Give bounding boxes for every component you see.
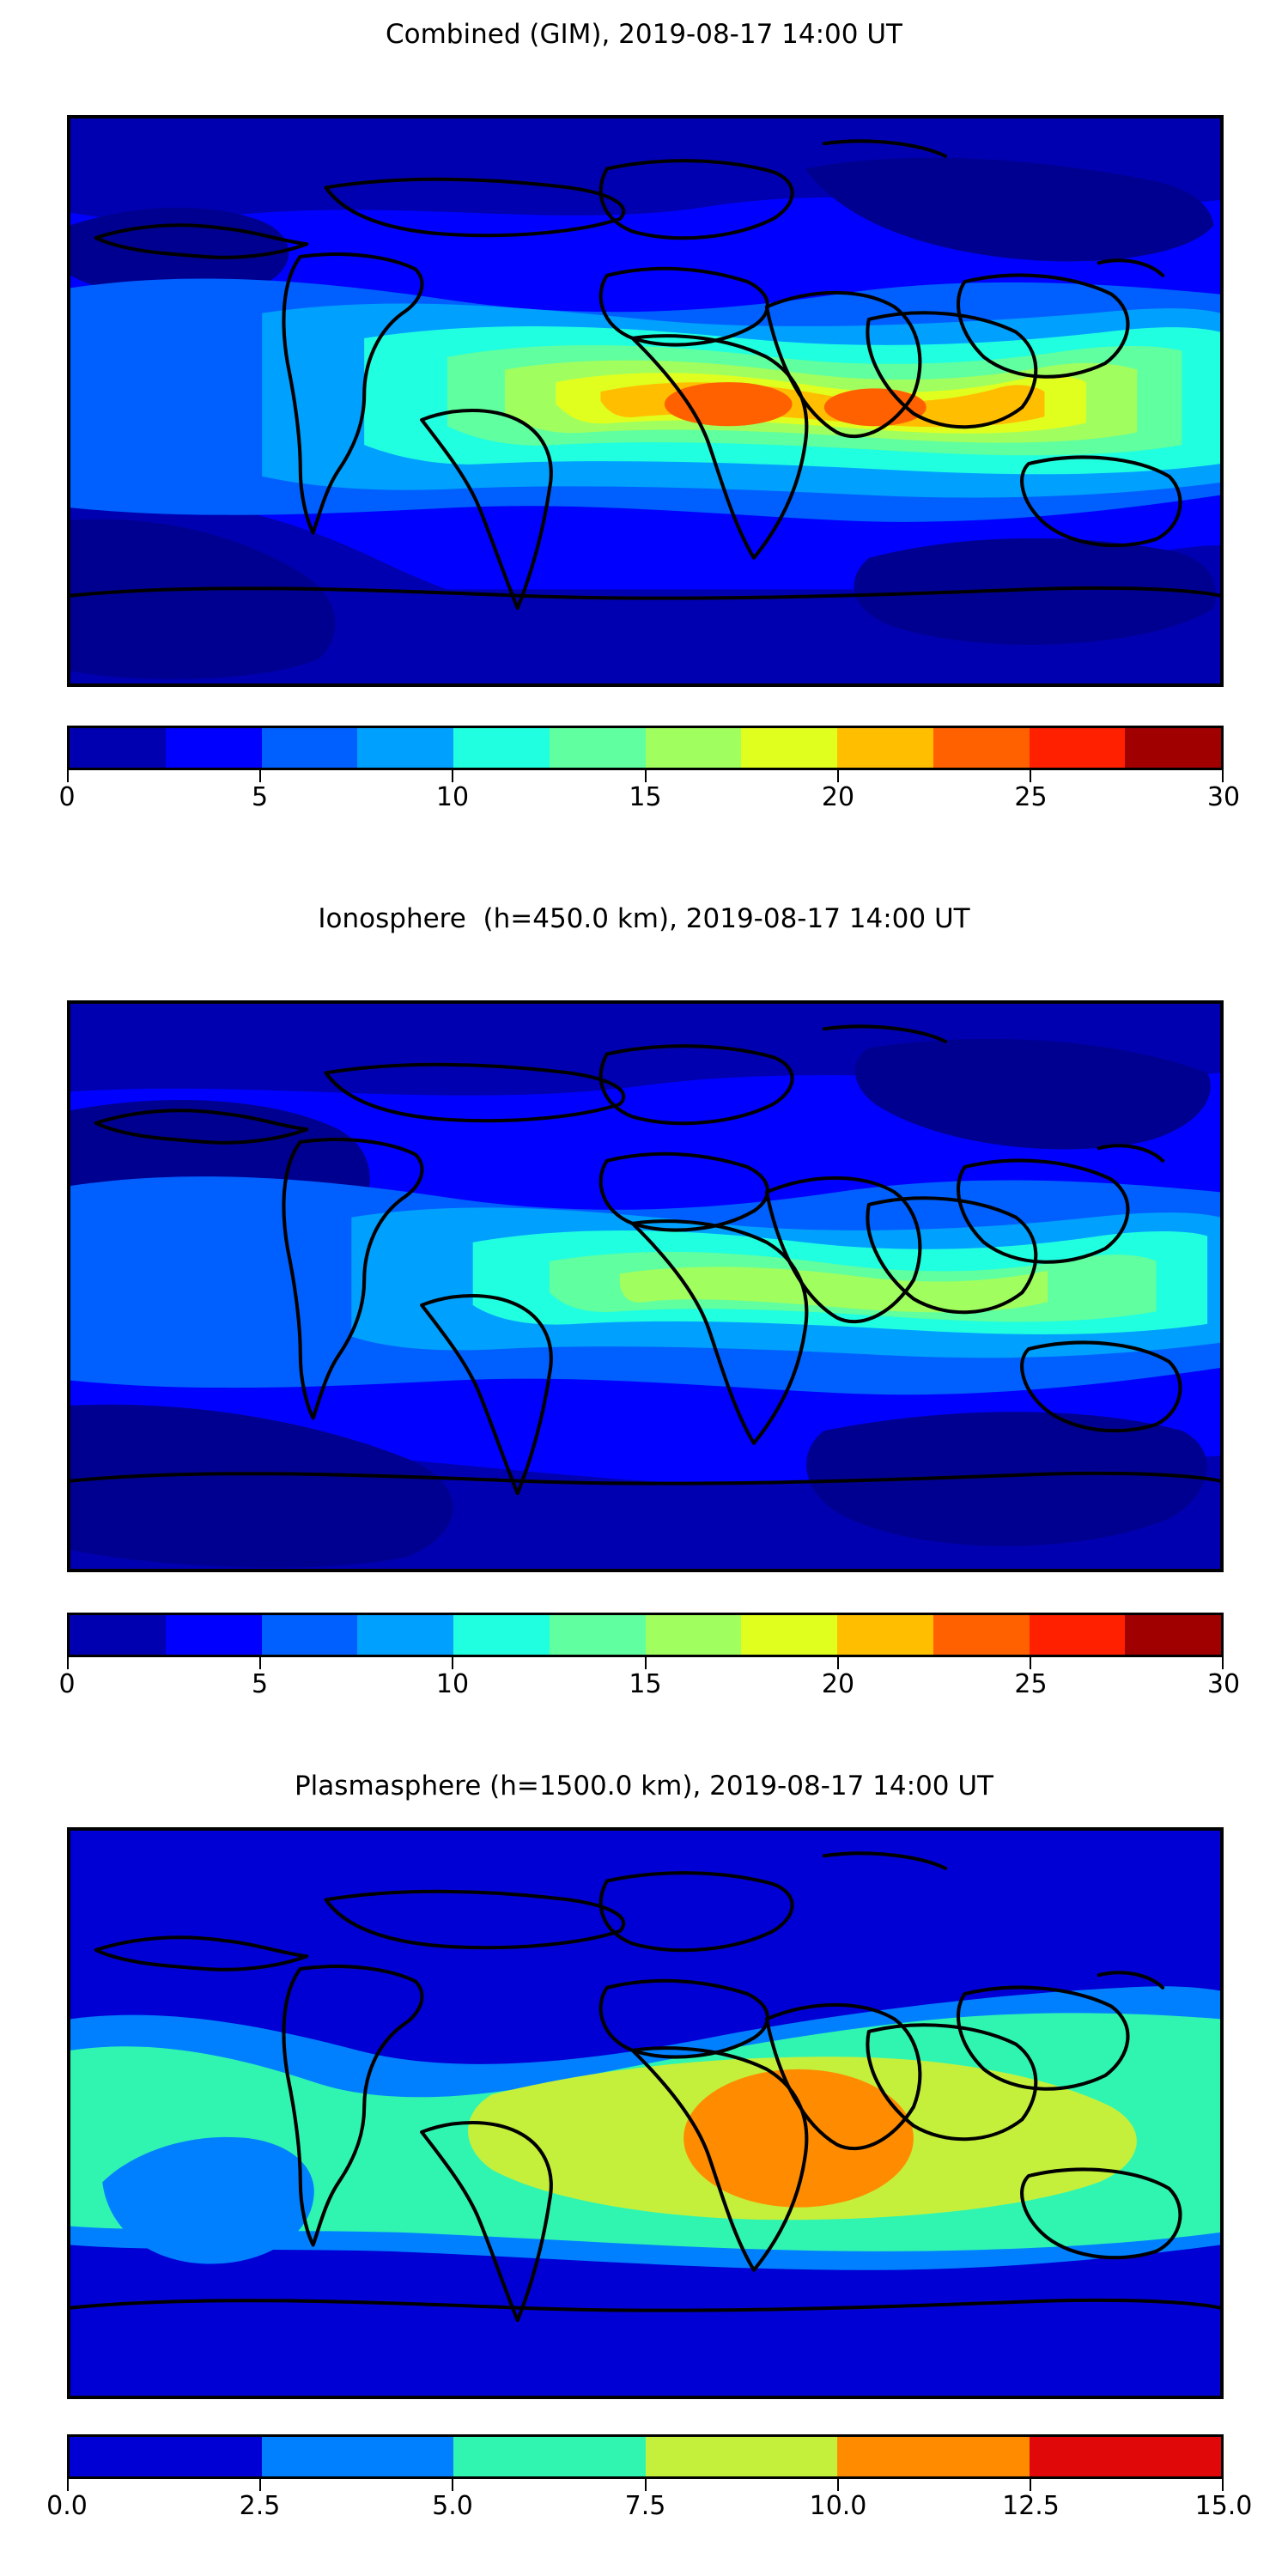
colorbar-tick-label-0: 0 [58, 1669, 76, 1699]
colorbar-plasmasphere-bands [67, 2434, 1224, 2479]
colorbar-band-5 [549, 1615, 646, 1655]
colorbar-tick-3 [644, 770, 647, 782]
colorbar-tick-2 [452, 770, 454, 782]
colorbar-band-1 [165, 728, 262, 768]
colorbar-band-8 [837, 728, 933, 768]
colorbar-band-5 [1029, 2437, 1221, 2476]
colorbar-tick-label-6: 30 [1206, 1669, 1241, 1699]
colorbar-tick-label-6: 30 [1206, 782, 1241, 812]
colorbar-band-4 [453, 728, 550, 768]
colorbar-ionosphere: 0 5 10 15 20 25 30 [58, 1613, 1240, 1704]
colorbar-plasmasphere-ticks [67, 2479, 1224, 2491]
colorbar-tick-label-3: 7.5 [624, 2491, 666, 2521]
colorbar-combined: 0 5 10 15 20 25 30 [58, 726, 1240, 817]
colorbar-band-6 [645, 728, 742, 768]
colorbar-tick-label-5: 25 [1014, 782, 1048, 812]
colorbar-plasmasphere: 0.0 2.5 5.0 7.5 10.0 12.5 15.0 [46, 2434, 1252, 2525]
colorbar-tick-5 [1029, 770, 1031, 782]
colorbar-tick-6 [1222, 2479, 1224, 2491]
colorbar-tick-4 [836, 1657, 839, 1669]
colorbar-tick-4 [836, 2479, 839, 2491]
colorbar-tick-0 [67, 2479, 69, 2491]
colorbar-tick-label-5: 12.5 [1002, 2491, 1060, 2521]
colorbar-band-8 [837, 1615, 933, 1655]
colorbar-band-10 [1029, 1615, 1126, 1655]
colorbar-combined-bands [67, 726, 1224, 770]
colorbar-tick-3 [644, 2479, 647, 2491]
colorbar-tick-4 [836, 770, 839, 782]
map-plasmasphere [67, 1827, 1224, 2399]
map-canvas-plasmasphere [70, 1831, 1220, 2396]
map-combined-gim [67, 115, 1224, 687]
panel-ionosphere: Ionosphere (h=450.0 km), 2019-08-17 14:0… [0, 867, 1288, 1752]
map-canvas-combined [70, 118, 1220, 683]
colorbar-band-4 [453, 1615, 550, 1655]
colorbar-band-7 [741, 1615, 837, 1655]
colorbar-tick-label-4: 10.0 [809, 2491, 867, 2521]
colorbar-plasmasphere-labels: 0.0 2.5 5.0 7.5 10.0 12.5 15.0 [46, 2491, 1252, 2525]
colorbar-tick-label-3: 15 [629, 782, 662, 812]
colorbar-tick-label-2: 5.0 [432, 2491, 473, 2521]
colorbar-tick-label-0: 0.0 [46, 2491, 88, 2521]
colorbar-tick-label-1: 5 [251, 1669, 269, 1699]
colorbar-band-6 [645, 1615, 742, 1655]
colorbar-tick-label-5: 25 [1014, 1669, 1048, 1699]
colorbar-band-1 [165, 1615, 262, 1655]
colorbar-band-4 [837, 2437, 1030, 2476]
colorbar-tick-5 [1029, 1657, 1031, 1669]
colorbar-tick-5 [1029, 2479, 1031, 2491]
colorbar-tick-label-0: 0 [58, 782, 76, 812]
colorbar-band-2 [261, 1615, 358, 1655]
colorbar-band-1 [261, 2437, 453, 2476]
colorbar-tick-label-2: 10 [435, 782, 470, 812]
colorbar-tick-label-3: 15 [629, 1669, 662, 1699]
colorbar-band-10 [1029, 728, 1126, 768]
colorbar-band-2 [261, 728, 358, 768]
colorbar-tick-label-6: 15.0 [1194, 2491, 1253, 2521]
colorbar-tick-label-1: 2.5 [239, 2491, 281, 2521]
colorbar-tick-2 [452, 1657, 454, 1669]
colorbar-tick-label-1: 5 [251, 782, 269, 812]
panel-combined-gim: Combined (GIM), 2019-08-17 14:00 UT [0, 0, 1288, 867]
colorbar-tick-0 [67, 770, 69, 782]
colorbar-tick-label-2: 10 [435, 1669, 470, 1699]
colorbar-band-0 [70, 2437, 262, 2476]
colorbar-tick-6 [1222, 1657, 1224, 1669]
colorbar-band-0 [70, 1615, 166, 1655]
colorbar-combined-labels: 0 5 10 15 20 25 30 [58, 782, 1240, 817]
colorbar-ionosphere-bands [67, 1613, 1224, 1657]
colorbar-tick-2 [452, 2479, 454, 2491]
panel-plasmasphere: Plasmasphere (h=1500.0 km), 2019-08-17 1… [0, 1752, 1288, 2576]
colorbar-tick-label-4: 20 [821, 782, 855, 812]
colorbar-ionosphere-labels: 0 5 10 15 20 25 30 [58, 1669, 1240, 1704]
colorbar-combined-ticks [67, 770, 1224, 782]
colorbar-band-7 [741, 728, 837, 768]
colorbar-band-0 [70, 728, 166, 768]
colorbar-tick-label-4: 20 [821, 1669, 855, 1699]
map-canvas-ionosphere [70, 1004, 1220, 1569]
colorbar-band-3 [645, 2437, 837, 2476]
colorbar-tick-1 [259, 1657, 262, 1669]
colorbar-band-2 [453, 2437, 646, 2476]
colorbar-band-11 [1125, 728, 1221, 768]
panel-title-combined: Combined (GIM), 2019-08-17 14:00 UT [386, 19, 902, 50]
colorbar-tick-1 [259, 2479, 262, 2491]
colorbar-band-3 [357, 728, 453, 768]
colorbar-tick-6 [1222, 770, 1224, 782]
panel-title-plasmasphere: Plasmasphere (h=1500.0 km), 2019-08-17 1… [294, 1771, 993, 1801]
colorbar-tick-1 [259, 770, 262, 782]
colorbar-band-11 [1125, 1615, 1221, 1655]
colorbar-band-9 [933, 1615, 1030, 1655]
colorbar-band-3 [357, 1615, 453, 1655]
colorbar-ionosphere-ticks [67, 1657, 1224, 1669]
colorbar-tick-3 [644, 1657, 647, 1669]
panel-title-ionosphere: Ionosphere (h=450.0 km), 2019-08-17 14:0… [318, 903, 970, 934]
map-ionosphere [67, 1000, 1224, 1572]
colorbar-band-5 [549, 728, 646, 768]
colorbar-band-9 [933, 728, 1030, 768]
colorbar-tick-0 [67, 1657, 69, 1669]
